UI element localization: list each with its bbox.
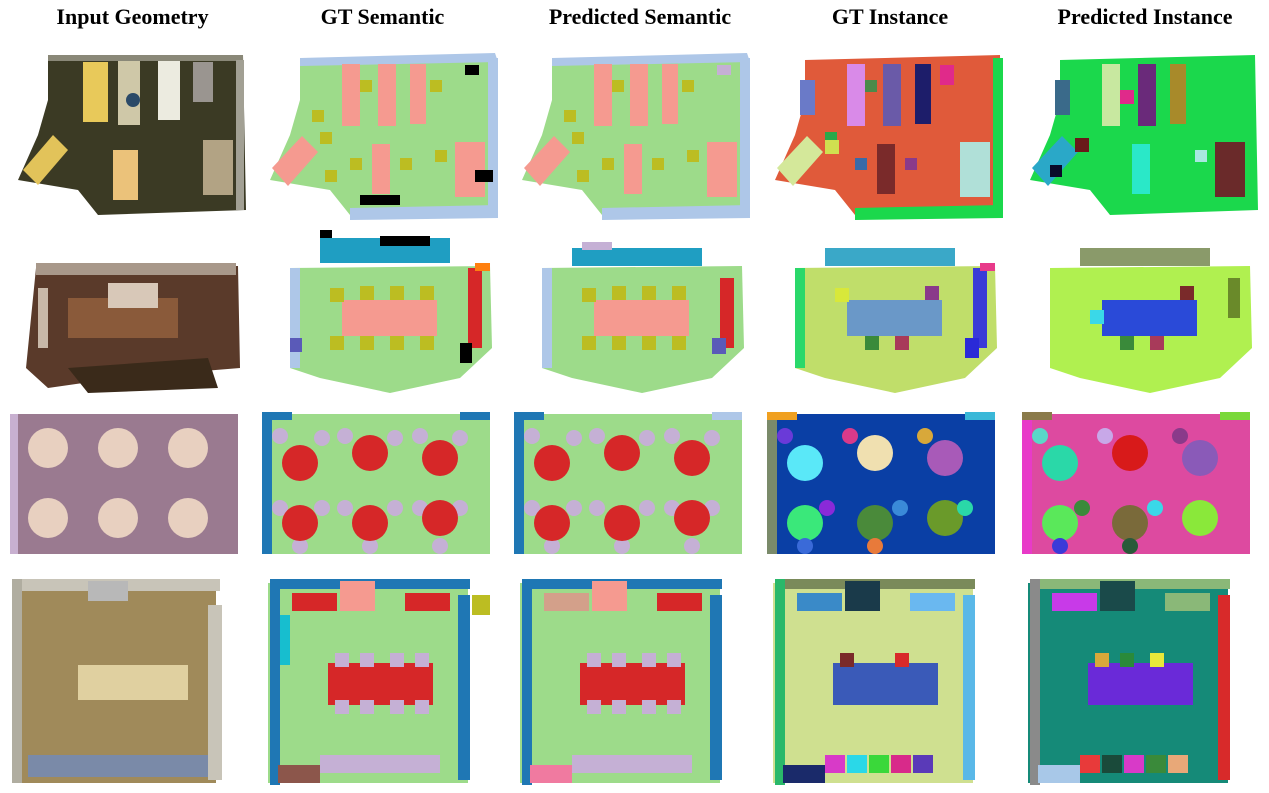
row3-predicted-semantic-image (512, 408, 752, 558)
row2-predicted-semantic-image (512, 228, 752, 398)
row4-gt-instance-image (765, 575, 1005, 787)
row2-gt-semantic-image (260, 228, 500, 398)
column-header-gt-semantic: GT Semantic (320, 4, 445, 29)
column-header-predicted-instance: Predicted Instance (1057, 4, 1233, 29)
row4-input-geometry-image (8, 575, 248, 787)
row2-input-geometry-image (8, 228, 248, 398)
column-header-gt-instance: GT Instance (831, 4, 949, 29)
column-header-predicted-semantic: Predicted Semantic (548, 4, 732, 29)
row4-predicted-semantic-image (512, 575, 752, 787)
row2-gt-instance-image (765, 228, 1005, 398)
row1-predicted-semantic-image (512, 40, 752, 220)
row3-gt-semantic-image (260, 408, 500, 558)
row1-predicted-instance-image (1020, 40, 1260, 220)
column-header-input-geometry: Input Geometry (56, 4, 209, 29)
row4-gt-semantic-image (260, 575, 500, 787)
row2-predicted-instance-image (1020, 228, 1260, 398)
row3-predicted-instance-image (1020, 408, 1260, 558)
row1-gt-instance-image (765, 40, 1005, 220)
row3-input-geometry-image (8, 408, 248, 558)
row1-gt-semantic-image (260, 40, 500, 220)
row3-gt-instance-image (765, 408, 1005, 558)
row1-input-geometry-image (8, 40, 248, 220)
row4-predicted-instance-image (1020, 575, 1260, 787)
